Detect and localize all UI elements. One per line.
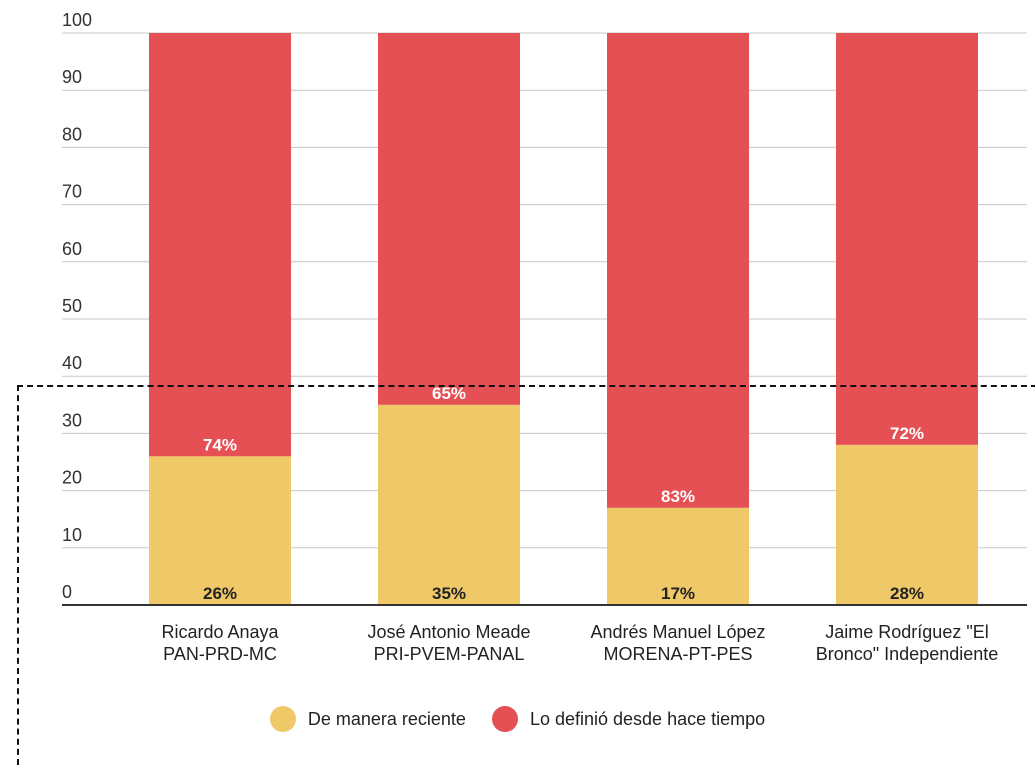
y-tick-label-40: 40: [62, 353, 82, 373]
bar-recent-1: [378, 405, 520, 605]
bar-long-ago-0: [149, 33, 291, 456]
data-label-recent-0: 26%: [203, 584, 237, 603]
y-tick-label-20: 20: [62, 468, 82, 488]
legend-item-long-ago: Lo definió desde hace tiempo: [492, 706, 765, 732]
bar-recent-0: [149, 456, 291, 605]
legend-label-long-ago: Lo definió desde hace tiempo: [530, 709, 765, 730]
data-label-recent-3: 28%: [890, 584, 924, 603]
data-label-recent-2: 17%: [661, 584, 695, 603]
legend: De manera reciente Lo definió desde hace…: [0, 706, 1035, 732]
y-tick-label-60: 60: [62, 239, 82, 259]
y-tick-label-100: 100: [62, 10, 92, 30]
x-tick-label-2: Andrés Manuel López MORENA-PT-PES: [590, 622, 765, 664]
data-label-long-ago-1: 65%: [432, 384, 466, 403]
y-tick-label-0: 0: [62, 582, 72, 602]
legend-label-recent: De manera reciente: [308, 709, 466, 730]
data-label-long-ago-2: 83%: [661, 487, 695, 506]
x-tick-label-line-0-1: PAN-PRD-MC: [163, 644, 277, 664]
data-label-recent-1: 35%: [432, 584, 466, 603]
x-tick-label-line-3-1: Bronco" Independiente: [816, 644, 999, 664]
legend-swatch-recent: [270, 706, 296, 732]
data-label-long-ago-0: 74%: [203, 435, 237, 454]
x-tick-label-0: Ricardo Anaya PAN-PRD-MC: [161, 622, 279, 664]
y-tick-label-90: 90: [62, 67, 82, 87]
y-axis: 0 10 20 30 40 50 60 70 80 90 100: [62, 10, 92, 602]
legend-swatch-long-ago: [492, 706, 518, 732]
x-tick-label-line-3-0: Jaime Rodríguez "El: [825, 622, 988, 642]
x-tick-label-line-0-0: Ricardo Anaya: [161, 622, 279, 642]
y-tick-label-80: 80: [62, 124, 82, 144]
x-tick-label-line-1-1: PRI-PVEM-PANAL: [374, 644, 525, 664]
x-axis: Ricardo Anaya PAN-PRD-MC José Antonio Mead…: [62, 605, 1027, 664]
bar-recent-3: [836, 445, 978, 605]
y-tick-label-10: 10: [62, 525, 82, 545]
y-tick-label-70: 70: [62, 182, 82, 202]
y-tick-label-30: 30: [62, 410, 82, 430]
x-tick-label-line-2-0: Andrés Manuel López: [590, 622, 765, 642]
data-label-long-ago-3: 72%: [890, 424, 924, 443]
x-tick-label-3: Jaime Rodríguez "El Bronco" Independiente: [816, 622, 999, 664]
bar-long-ago-3: [836, 33, 978, 445]
bar-long-ago-1: [378, 33, 520, 405]
bar-long-ago-2: [607, 33, 749, 508]
y-tick-label-50: 50: [62, 296, 82, 316]
stacked-bar-chart: 0 10 20 30 40 50 60 70 80 90 100 26% 74% 35% 65% 17% 83…: [0, 0, 1035, 700]
legend-item-recent: De manera reciente: [270, 706, 466, 732]
x-tick-label-line-1-0: José Antonio Meade: [367, 622, 530, 642]
x-tick-label-line-2-1: MORENA-PT-PES: [603, 644, 752, 664]
x-tick-label-1: José Antonio Meade PRI-PVEM-PANAL: [367, 622, 530, 664]
